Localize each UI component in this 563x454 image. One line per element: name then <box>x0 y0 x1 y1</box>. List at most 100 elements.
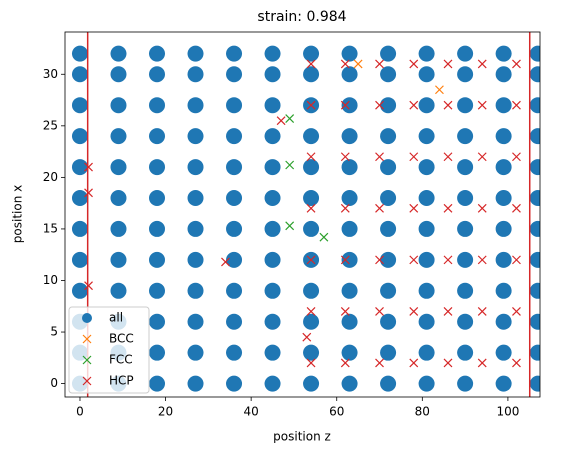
point <box>71 190 88 207</box>
point <box>457 375 474 392</box>
y-tick-label: 30 <box>43 67 58 81</box>
point <box>340 59 350 69</box>
point <box>529 344 540 361</box>
point <box>418 159 435 176</box>
point <box>226 190 243 207</box>
point <box>512 152 521 162</box>
point <box>264 190 281 207</box>
point <box>71 128 88 145</box>
point <box>529 128 540 145</box>
point <box>340 306 350 316</box>
point <box>303 128 320 145</box>
point <box>495 128 512 145</box>
point <box>149 344 166 361</box>
point <box>380 251 397 268</box>
point <box>457 45 474 62</box>
point <box>264 313 281 330</box>
point <box>149 375 166 392</box>
legend-marker <box>82 334 92 344</box>
point <box>380 375 397 392</box>
point <box>306 255 316 265</box>
point <box>226 282 243 299</box>
point <box>226 313 243 330</box>
point <box>418 344 435 361</box>
point <box>529 220 540 237</box>
point <box>226 220 243 237</box>
point <box>341 251 358 268</box>
point <box>110 128 127 145</box>
point <box>187 128 204 145</box>
point <box>375 306 384 316</box>
y-tick-label: 10 <box>43 273 58 287</box>
point <box>529 190 540 207</box>
point <box>380 313 397 330</box>
point <box>341 128 358 145</box>
point <box>264 344 281 361</box>
x-axis-label: position z <box>273 430 331 444</box>
point <box>303 190 320 207</box>
point <box>264 251 281 268</box>
point <box>495 375 512 392</box>
point <box>303 282 320 299</box>
point <box>341 66 358 83</box>
point <box>457 344 474 361</box>
point <box>512 203 521 213</box>
point <box>495 159 512 176</box>
point <box>380 66 397 83</box>
point <box>110 45 127 62</box>
point <box>187 66 204 83</box>
point <box>303 66 320 83</box>
point <box>375 100 384 110</box>
point <box>409 100 419 110</box>
point <box>512 100 521 110</box>
point <box>443 255 453 265</box>
point <box>443 358 453 368</box>
point <box>187 344 204 361</box>
x-tick-label: 100 <box>496 405 519 419</box>
point <box>435 85 444 95</box>
point <box>375 255 384 265</box>
legend: all BCC FCC HCP <box>68 306 150 394</box>
point <box>380 220 397 237</box>
point <box>226 97 243 114</box>
point <box>477 59 487 69</box>
point <box>264 66 281 83</box>
point <box>418 190 435 207</box>
point <box>409 358 419 368</box>
point <box>512 59 521 69</box>
point <box>457 313 474 330</box>
point <box>457 251 474 268</box>
point <box>457 282 474 299</box>
point <box>187 282 204 299</box>
point <box>375 152 384 162</box>
point <box>71 66 88 83</box>
legend-marker <box>82 355 92 365</box>
point <box>409 152 419 162</box>
point <box>71 251 88 268</box>
point <box>226 251 243 268</box>
point <box>84 162 93 172</box>
point <box>110 97 127 114</box>
y-tick-label: 5 <box>50 325 58 339</box>
point <box>226 344 243 361</box>
point <box>353 59 363 69</box>
point <box>477 306 487 316</box>
point <box>443 59 453 69</box>
point <box>264 45 281 62</box>
point <box>303 344 320 361</box>
point <box>341 220 358 237</box>
point <box>187 313 204 330</box>
point <box>418 128 435 145</box>
y-tick-label: 25 <box>43 118 58 132</box>
point <box>418 313 435 330</box>
point <box>495 190 512 207</box>
point <box>418 66 435 83</box>
point <box>512 358 521 368</box>
point <box>418 375 435 392</box>
point <box>303 220 320 237</box>
point <box>409 306 419 316</box>
point <box>264 128 281 145</box>
point <box>418 251 435 268</box>
point <box>512 255 521 265</box>
